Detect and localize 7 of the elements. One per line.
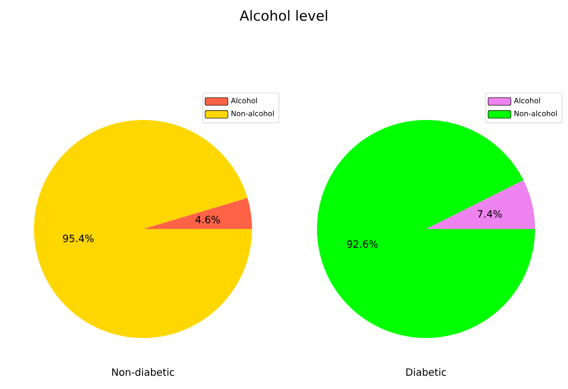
text: Diabetic [406, 368, 446, 376]
data-label: 4.6% [196, 216, 220, 224]
chart-title: Alcohol level [240, 10, 328, 21]
text: Non-diabetic [112, 368, 174, 376]
data-label: 7.4% [478, 210, 502, 218]
data-label: 92.6% [347, 240, 378, 248]
data-label: 95.4% [63, 234, 94, 242]
